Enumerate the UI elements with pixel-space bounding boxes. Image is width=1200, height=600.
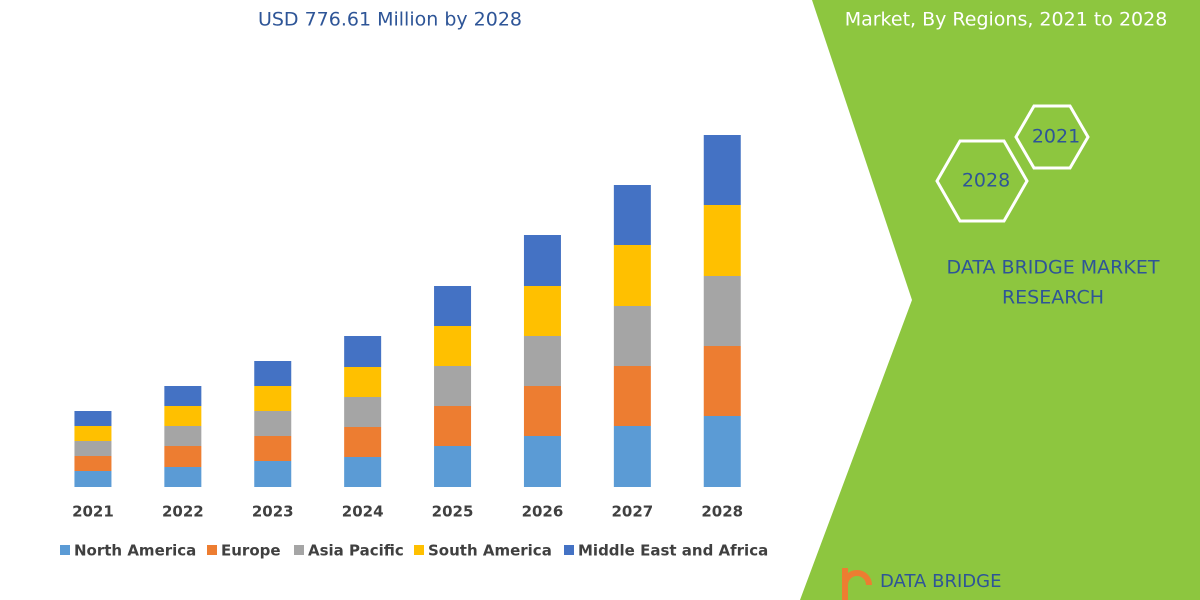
bar-segment [613,245,651,306]
bar-segment [74,441,112,456]
bar-segment [164,426,202,446]
chart-title: USD 776.61 Million by 2028 [258,9,522,31]
bar-segment [523,436,561,487]
company-name: RESEARCH [1002,287,1104,309]
logo-text: DATA BRIDGE [880,571,1001,592]
side-heading: Market, By Regions, 2021 to 2028 [845,9,1168,31]
bar-segment [254,411,292,436]
x-tick-label: 2025 [432,503,474,521]
bar-segment [254,461,292,487]
bar-segment [254,386,292,411]
x-tick-label: 2021 [72,503,114,521]
hexagon [1014,104,1090,170]
legend-label: Middle East and Africa [578,542,768,560]
bar-segment [74,426,112,441]
x-tick-label: 2024 [342,503,384,521]
bar-segment [703,346,741,416]
legend-label: Europe [221,542,281,560]
x-tick-label: 2027 [611,503,653,521]
bar-segment [344,427,382,457]
bar-segment [613,185,651,245]
bar-segment [434,406,472,446]
x-tick-label: 2022 [162,503,204,521]
bar-segment [164,467,202,487]
bar-segment [703,205,741,276]
bar-segment [703,135,741,205]
bar-segment [254,361,292,386]
bar-segment [613,306,651,366]
bar-segment [344,397,382,427]
bar-segment [164,386,202,406]
bar-segment [613,426,651,487]
bar-segment [74,456,112,471]
legend-swatch [564,545,574,555]
bar-segment [613,366,651,426]
legend-swatch [414,545,424,555]
company-name: DATA BRIDGE MARKET [947,257,1160,279]
bar-segment [344,457,382,487]
bar-segment [164,406,202,426]
legend-label: North America [74,542,196,560]
bar-segment [434,326,472,366]
hexagon [935,139,1029,223]
x-tick-label: 2028 [701,503,743,521]
legend-swatch [294,545,304,555]
bar-segment [74,411,112,426]
bar-segment [434,366,472,406]
legend-label: Asia Pacific [308,542,404,560]
bar-segment [523,386,561,436]
bar-segment [344,336,382,367]
bar-segment [523,235,561,286]
bar-segment [434,446,472,487]
hexagon-label: 2028 [962,170,1010,192]
bar-segment [523,336,561,386]
legend-swatch [60,545,70,555]
side-panel-bg [800,0,1200,600]
bar-segment [164,446,202,467]
bar-segment [344,367,382,397]
x-tick-label: 2026 [522,503,564,521]
legend-swatch [207,545,217,555]
bar-segment [703,416,741,487]
x-tick-label: 2023 [252,503,294,521]
bar-segment [523,286,561,336]
hexagon-label: 2021 [1032,126,1080,148]
logo-icon [842,568,872,600]
bar-segment [74,471,112,487]
bar-segment [254,436,292,461]
bar-segment [703,276,741,346]
legend-label: South America [428,542,552,560]
bar-segment [434,286,472,326]
